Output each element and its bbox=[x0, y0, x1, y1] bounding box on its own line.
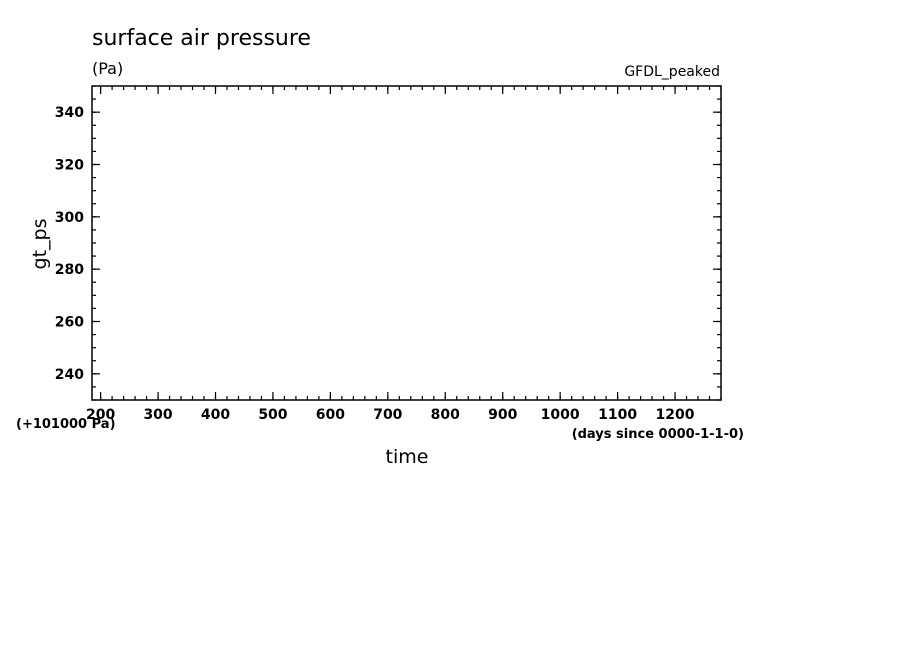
y-offset-note: (+101000 Pa) bbox=[16, 417, 116, 432]
dataset-label: GFDL_peaked bbox=[624, 64, 720, 80]
plot-frame bbox=[91, 85, 722, 401]
x-tick-label: 1200 bbox=[656, 407, 695, 423]
x-tick-label: 900 bbox=[488, 407, 517, 423]
y-tick-label: 260 bbox=[55, 315, 84, 331]
x-tick-label: 1100 bbox=[598, 407, 637, 423]
y-minor-ticks bbox=[92, 85, 721, 401]
x-tick-label: 700 bbox=[373, 407, 402, 423]
x-tick-label: 800 bbox=[431, 407, 460, 423]
y-tick-label: 240 bbox=[55, 367, 84, 383]
y-tick-label: 300 bbox=[55, 210, 84, 226]
x-minor-ticks bbox=[100, 86, 722, 400]
y-tick-label: 340 bbox=[55, 105, 84, 121]
y-tick-label: 280 bbox=[55, 262, 84, 278]
x-units-note: (days since 0000-1-1-0) bbox=[572, 427, 744, 442]
x-tick-label: 600 bbox=[316, 407, 345, 423]
y-tick-label: 320 bbox=[55, 158, 84, 174]
units-label: (Pa) bbox=[92, 59, 123, 78]
x-axis-title: time bbox=[386, 446, 429, 468]
x-axis-ticks: 200 300 400 500 600 700 800 900 1000 1100 1200 bbox=[86, 86, 695, 423]
x-tick-label: 200 bbox=[86, 407, 115, 423]
y-axis-ticks: 240 260 280 300 320 340 bbox=[55, 105, 721, 383]
x-tick-label: 400 bbox=[201, 407, 230, 423]
y-axis-title: gt_ps bbox=[29, 219, 51, 270]
x-tick-label: 1000 bbox=[541, 407, 580, 423]
x-tick-label: 500 bbox=[258, 407, 287, 423]
chart-title: surface air pressure bbox=[92, 26, 311, 51]
x-tick-label: 300 bbox=[143, 407, 172, 423]
